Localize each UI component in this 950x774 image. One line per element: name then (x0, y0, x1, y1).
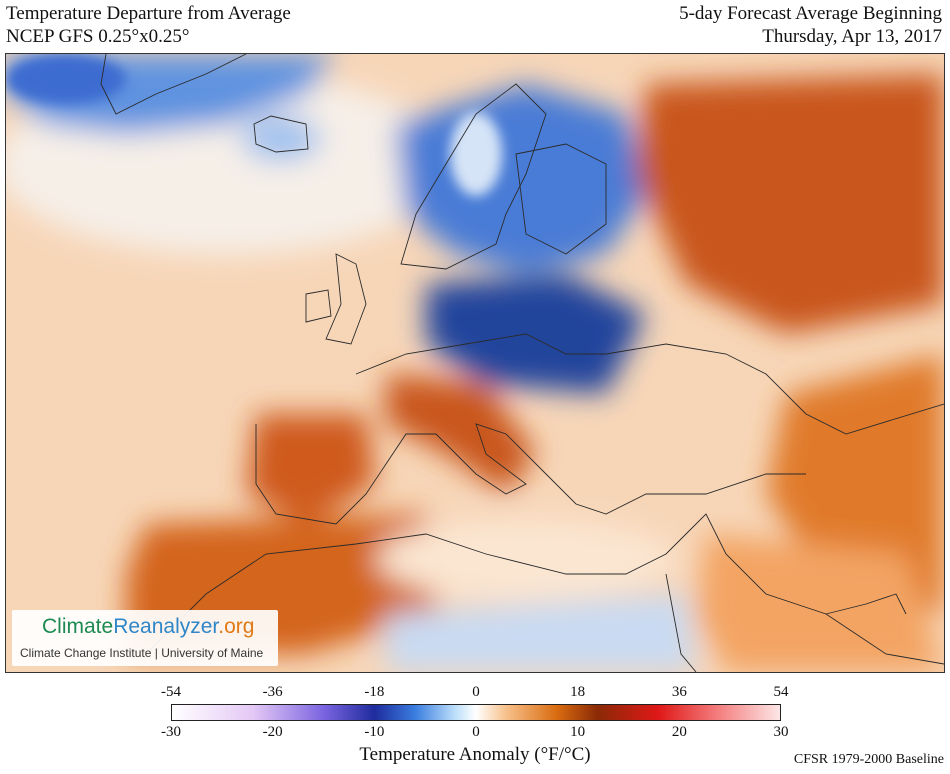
region-baltic-poland (426, 274, 646, 394)
region-sahara-south (386, 594, 696, 672)
colorbar-title: Temperature Anomaly (°F/°C) (359, 744, 591, 765)
colorbar-c-label-5: 20 (671, 724, 687, 740)
region-russia (636, 74, 944, 334)
coast-greenland (100, 54, 247, 115)
colorbar (171, 704, 781, 721)
logo-part-reanalyzer: Reanalyzer (113, 615, 219, 638)
coast-iceland (253, 115, 309, 153)
logo-part-org: .org (218, 615, 255, 638)
coast-ireland (305, 289, 332, 323)
colorbar-c-label-2: -10 (364, 724, 385, 740)
mediterranean-pale (376, 519, 676, 599)
logo-part-climate: Climate (42, 615, 114, 638)
coast-red-sea (665, 573, 697, 672)
colorbar-f-label-3: 0 (472, 684, 480, 700)
coast-gulf (825, 593, 907, 615)
colorbar-f-label-1: -36 (262, 684, 283, 700)
region-arabia (696, 534, 944, 672)
coast-europe-north (355, 333, 944, 435)
header-left: Temperature Departure from Average NCEP … (6, 2, 291, 48)
colorbar-c-label-6: 30 (773, 724, 789, 740)
colorbar-f-label-4: 18 (570, 684, 586, 700)
colorbar-f-label-0: -54 (161, 684, 181, 700)
logo-institution: Climate Change Institute | University of… (20, 646, 264, 660)
coast-mediterranean-north (255, 423, 806, 525)
colorbar-f-label-6: 54 (773, 684, 789, 700)
forecast-date: Thursday, Apr 13, 2017 (762, 26, 942, 47)
region-italy-alps (386, 374, 536, 494)
anomaly-map[interactable] (5, 53, 945, 673)
climate-reanalyzer-logo[interactable]: ClimateReanalyzer.org Climate Change Ins… (12, 610, 278, 666)
colorbar-c-label-1: -20 (262, 724, 283, 740)
greenland-core (6, 54, 126, 104)
anomaly-core (6, 54, 502, 196)
coast-finland (515, 143, 607, 255)
coast-africa-north (145, 513, 944, 665)
model-label: NCEP GFS 0.25°x0.25° (6, 26, 190, 47)
colorbar-c-label-3: 0 (472, 724, 480, 740)
coast-britain (325, 253, 367, 345)
region-iberia (246, 414, 376, 524)
colorbar-c-label-4: 10 (570, 724, 586, 740)
iceland-cool (241, 117, 321, 161)
colorbar-f-label-2: -18 (364, 684, 385, 700)
logo-brand: ClimateReanalyzer.org (42, 615, 254, 639)
coast-norway-sweden (400, 83, 547, 270)
colorbar-f-label-5: 36 (671, 684, 687, 700)
header-right: 5-day Forecast Average Beginning Thursda… (679, 2, 942, 48)
map-canvas (6, 54, 944, 672)
baseline-note: CFSR 1979-2000 Baseline (793, 752, 944, 767)
forecast-period: 5-day Forecast Average Beginning (679, 3, 942, 24)
region-northern-scandinavia-core (450, 112, 502, 196)
colorbar-c-label-0: -30 (161, 724, 181, 740)
coastlines (100, 54, 944, 672)
map-title: Temperature Departure from Average (6, 3, 291, 24)
